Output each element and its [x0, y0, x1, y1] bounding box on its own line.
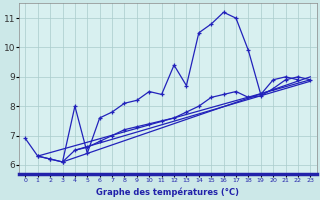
X-axis label: Graphe des températures (°C): Graphe des températures (°C)	[96, 187, 239, 197]
